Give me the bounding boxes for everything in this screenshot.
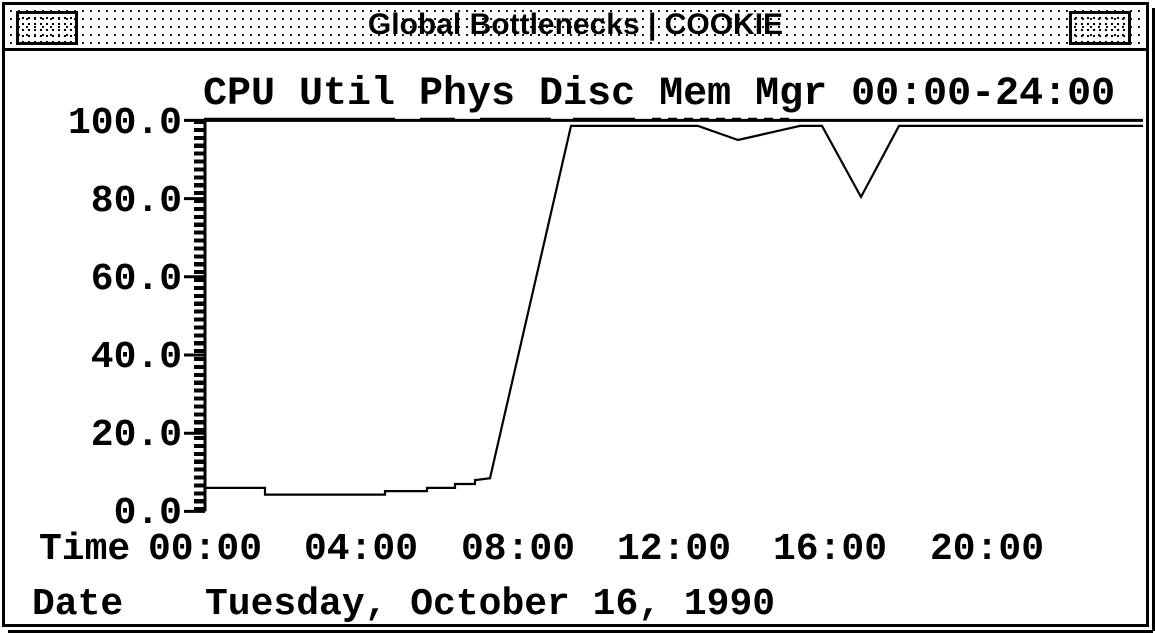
svg-text:80.0: 80.0 [91,180,182,223]
svg-text:100.0: 100.0 [68,102,182,145]
svg-text:40.0: 40.0 [91,336,182,379]
svg-text:Date: Date [32,583,123,624]
svg-text:16:00: 16:00 [773,528,887,571]
svg-text:08:00: 08:00 [461,528,575,571]
svg-text:20:00: 20:00 [930,528,1044,571]
svg-text:00:00: 00:00 [148,528,262,571]
svg-text:12:00: 12:00 [617,528,731,571]
svg-text:60.0: 60.0 [91,258,182,301]
svg-text:04:00: 04:00 [304,528,418,571]
svg-text:20.0: 20.0 [91,414,182,457]
svg-text:Tuesday, October 16, 1990: Tuesday, October 16, 1990 [205,583,775,624]
svg-text:Time: Time [39,528,130,571]
svg-text:CPU Util Phys Disc Mem Mgr 00:: CPU Util Phys Disc Mem Mgr 00:00-24:00 [203,72,1115,117]
